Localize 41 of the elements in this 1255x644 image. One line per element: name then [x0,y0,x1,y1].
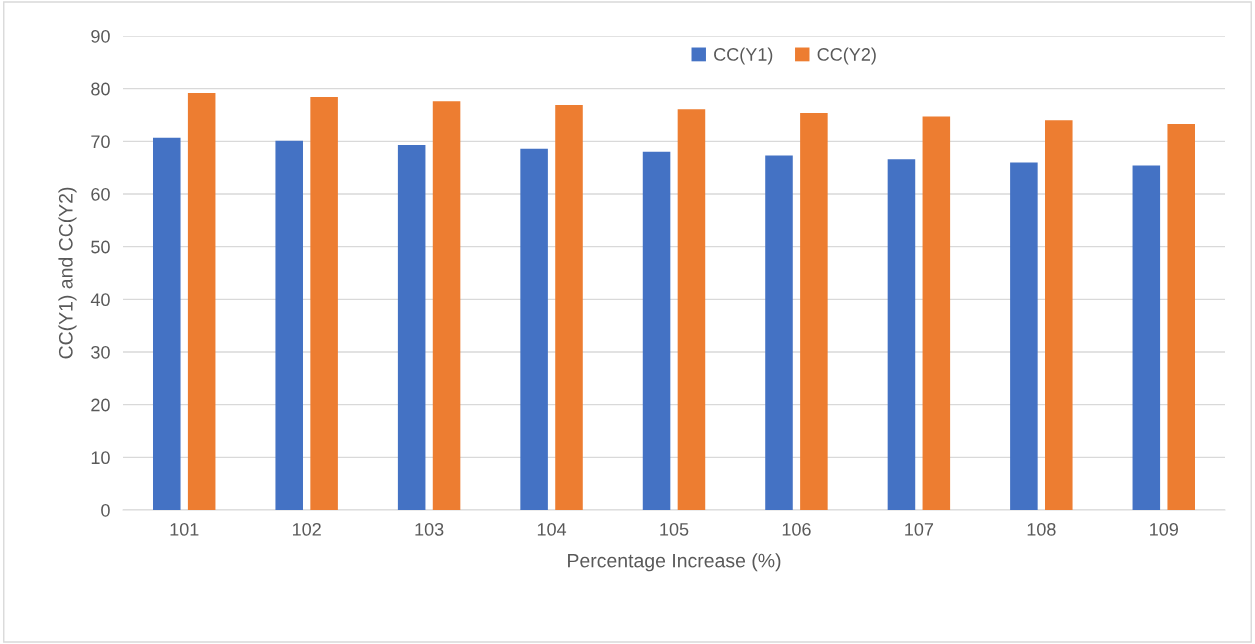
y-tick-label: 10 [91,451,110,465]
x-axis-title: Percentage Increase (%) [568,553,781,572]
legend-label: CC(Y2) [817,47,876,65]
bar [275,140,303,510]
y-tick-label: 90 [91,29,110,43]
bar [310,97,338,510]
y-axis-title: CC(Y1) and CC(Y2) [58,187,77,359]
bar [520,148,548,510]
x-tick-label: 109 [1150,522,1178,536]
y-tick-label: 20 [91,398,110,412]
x-tick-label: 108 [1027,522,1056,536]
bar [1167,123,1195,510]
bar [922,116,951,510]
bar [765,155,793,510]
bar [1132,165,1161,510]
bar [153,137,181,510]
bar [677,109,706,510]
x-tick-label: 101 [170,522,199,536]
bar [1010,162,1038,510]
bar [555,104,583,510]
y-tick-label: 30 [91,345,110,359]
legend-label: CC(Y1) [714,47,773,65]
x-tick-label: 106 [782,522,811,536]
y-tick-label: 40 [90,293,110,307]
y-tick-label: 50 [91,240,110,254]
bar [887,159,916,510]
y-tick-label: 60 [91,187,110,201]
bar [642,151,671,510]
x-tick-label: 105 [660,522,689,536]
x-tick-label: 102 [292,522,321,536]
bar [187,92,216,510]
y-tick-label: 70 [91,135,110,149]
x-tick-label: 103 [415,522,444,536]
x-tick-label: 104 [537,522,567,536]
bar [1045,120,1073,510]
y-tick-label: 0 [101,503,110,517]
x-tick-label: 107 [905,522,934,536]
bar [432,101,461,510]
bar [800,112,828,510]
y-tick-label: 80 [91,82,110,96]
bar [397,145,426,510]
